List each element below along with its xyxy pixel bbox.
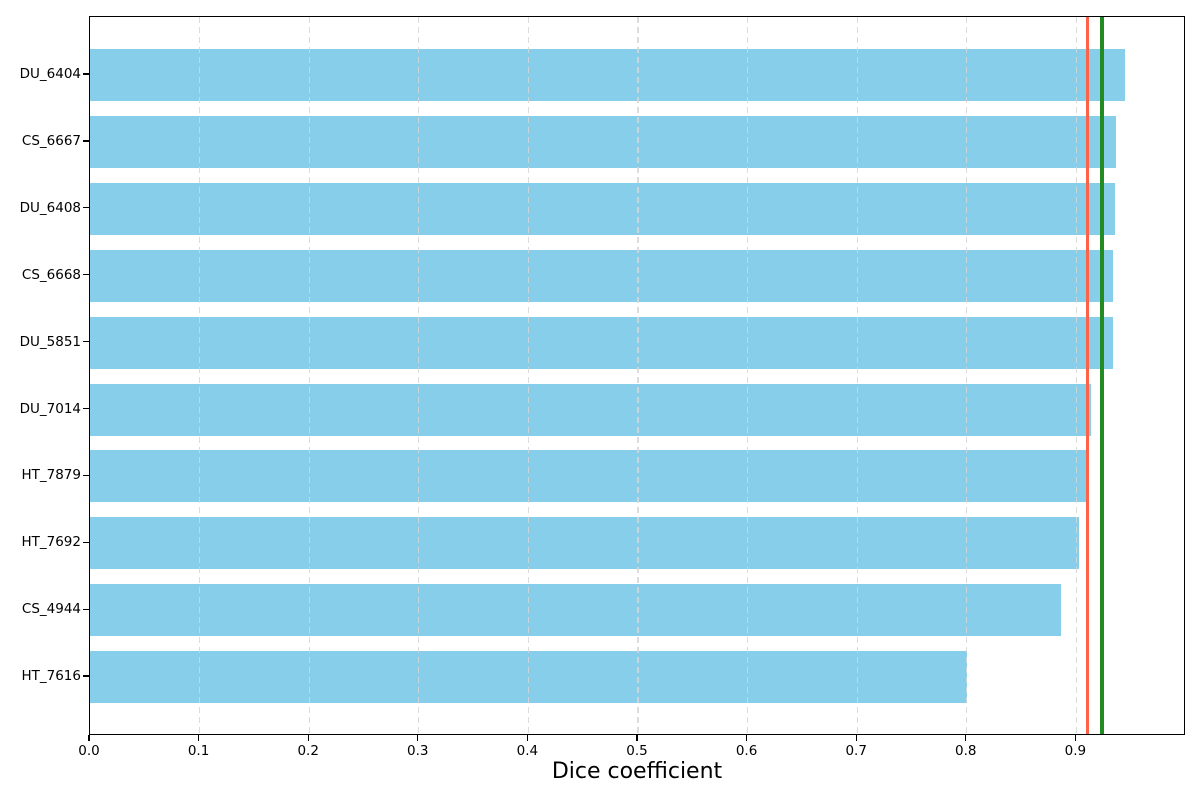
x-tick-mark bbox=[88, 735, 90, 741]
gridline-x-0.4 bbox=[527, 17, 529, 734]
x-tick-label-0.2: 0.2 bbox=[297, 743, 319, 759]
y-tick-label-DU_6404: DU_6404 bbox=[19, 66, 81, 82]
gridline-x-0.2 bbox=[308, 17, 310, 734]
x-tick-label-0.7: 0.7 bbox=[845, 743, 867, 759]
bar-CS_4944 bbox=[90, 584, 1062, 637]
x-tick-label-0.0: 0.0 bbox=[78, 743, 100, 759]
y-tick-label-DU_7014: DU_7014 bbox=[19, 400, 81, 417]
y-tick-mark bbox=[83, 73, 89, 75]
y-tick-label-DU_5851: DU_5851 bbox=[19, 333, 81, 350]
gridline-x-0.1 bbox=[199, 17, 201, 734]
plot-area bbox=[89, 16, 1185, 735]
gridline-x-0.9 bbox=[1075, 17, 1077, 734]
x-tick-mark bbox=[417, 735, 419, 741]
x-tick-mark bbox=[636, 735, 638, 741]
y-tick-mark bbox=[83, 140, 89, 142]
y-tick-mark bbox=[83, 608, 89, 610]
x-tick-mark bbox=[965, 735, 967, 741]
y-tick-label-HT_7616: HT_7616 bbox=[21, 668, 81, 685]
bar-DU_7014 bbox=[90, 383, 1091, 436]
x-tick-mark bbox=[197, 735, 200, 741]
x-tick-label-0.3: 0.3 bbox=[407, 743, 429, 759]
bar-CS_6668 bbox=[90, 249, 1113, 302]
y-tick-label-HT_7692: HT_7692 bbox=[21, 534, 81, 551]
x-axis-title: Dice coefficient bbox=[551, 759, 723, 784]
bar-HT_7879 bbox=[90, 450, 1089, 503]
x-tick-mark bbox=[526, 735, 529, 741]
x-tick-label-0.6: 0.6 bbox=[735, 743, 758, 759]
y-tick-label-CS_6667: CS_6667 bbox=[21, 132, 81, 149]
y-tick-mark bbox=[83, 407, 89, 410]
x-tick-mark bbox=[307, 735, 309, 741]
x-tick-label-0.5: 0.5 bbox=[626, 743, 648, 759]
x-tick-label-0.4: 0.4 bbox=[516, 743, 539, 759]
x-tick-mark bbox=[855, 735, 857, 741]
reference-green-line bbox=[1100, 17, 1104, 734]
x-tick-label-0.1: 0.1 bbox=[187, 743, 210, 759]
bar-DU_6408 bbox=[90, 182, 1115, 235]
x-tick-label-0.9: 0.9 bbox=[1064, 743, 1087, 759]
y-tick-label-CS_4944: CS_4944 bbox=[21, 601, 81, 618]
gridline-x-0.7 bbox=[856, 17, 858, 734]
y-tick-mark bbox=[83, 340, 89, 343]
bar-DU_6404 bbox=[90, 49, 1125, 101]
x-tick-mark bbox=[1074, 735, 1077, 741]
y-tick-label-HT_7879: HT_7879 bbox=[21, 467, 81, 484]
x-tick-mark bbox=[745, 735, 748, 741]
y-tick-label-CS_6668: CS_6668 bbox=[21, 266, 81, 283]
gridline-x-0.3 bbox=[418, 17, 420, 734]
bar-CS_6667 bbox=[90, 115, 1116, 168]
gridline-x-0.6 bbox=[747, 17, 749, 734]
y-tick-mark bbox=[83, 675, 89, 677]
y-tick-mark bbox=[83, 474, 89, 477]
bar-HT_7692 bbox=[90, 517, 1079, 570]
gridline-x-0.8 bbox=[966, 17, 968, 734]
reference-red-line bbox=[1085, 17, 1090, 734]
y-tick-mark bbox=[83, 274, 89, 276]
bar-DU_5851 bbox=[90, 316, 1113, 369]
y-tick-mark bbox=[83, 207, 89, 209]
y-tick-label-DU_6408: DU_6408 bbox=[19, 199, 81, 216]
gridline-x-0.5 bbox=[637, 17, 639, 734]
x-tick-label-0.8: 0.8 bbox=[955, 743, 977, 759]
y-tick-mark bbox=[83, 541, 89, 543]
